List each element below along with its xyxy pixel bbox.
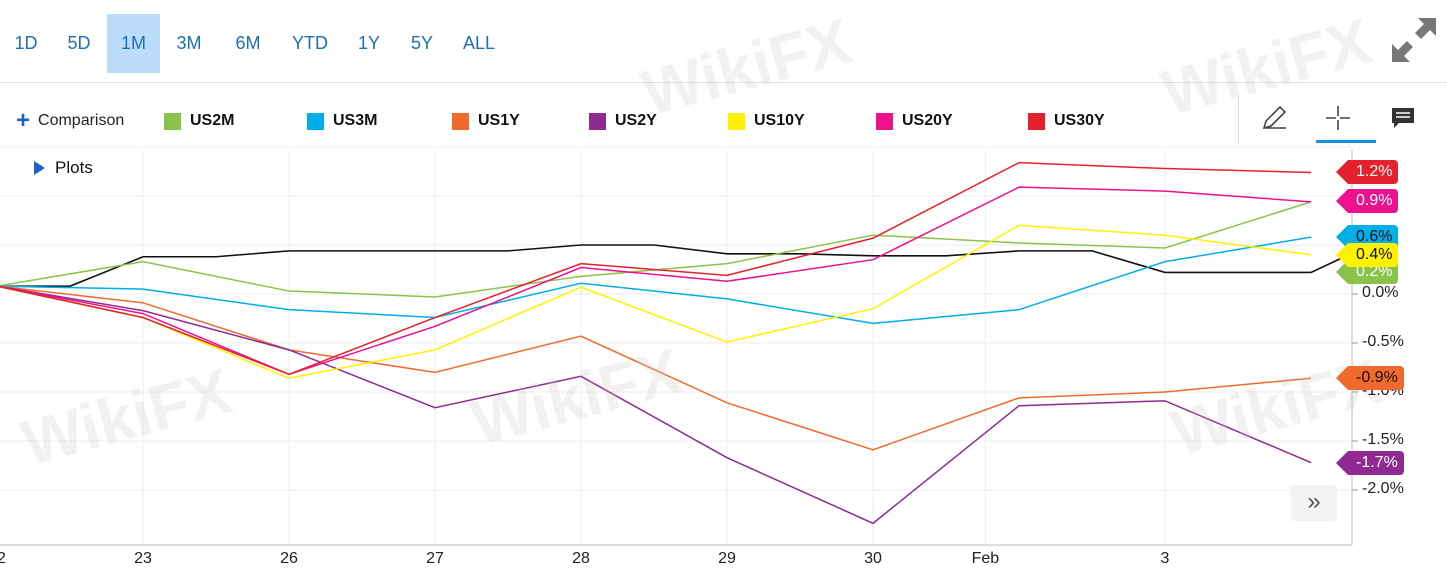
plus-icon: + [16,107,31,134]
plots-label: Plots [55,158,93,177]
legend-item-us2y[interactable]: US2Y [589,112,657,130]
price-tag-us10y: 0.4% [1335,243,1399,267]
legend-item-us20y[interactable]: US20Y [876,112,953,130]
price-tag-us2y: -1.7% [1336,451,1404,475]
x-tick-label: 26 [280,550,298,567]
series-line-us2y [0,285,1312,525]
range-ytd[interactable]: YTD [292,33,328,53]
range-1m[interactable]: 1M [107,14,160,73]
legend-swatch [589,112,606,130]
expand-icon[interactable] [1388,14,1440,66]
series-line-us1y [0,285,1312,451]
price-tag-us1y: -0.9% [1336,366,1404,390]
legend-swatch [164,112,181,130]
divider [0,82,1447,83]
comparison-button[interactable]: + Comparison [16,107,125,134]
x-tick-label: 3 [1160,550,1170,567]
legend-label: US2M [190,112,235,129]
crosshair-active-indicator [1316,140,1376,143]
x-tick-label: 22 [0,550,6,567]
legend-swatch [876,112,893,130]
series-line-us2m [0,201,1312,298]
price-tag-us30y: 1.2% [1335,160,1399,184]
toolbar-divider [1238,96,1239,144]
watermark-logo: WikiFX [14,354,239,480]
plots-toggle[interactable]: Plots [34,158,93,178]
legend-label: US1Y [478,112,520,129]
crosshair-icon[interactable] [1316,96,1360,140]
range-all[interactable]: ALL [462,33,496,53]
series-line-us10y [0,224,1312,380]
x-tick-label: 29 [718,550,736,567]
legend-label: US10Y [754,112,805,129]
range-5y[interactable]: 5Y [410,33,434,53]
legend-item-us1y[interactable]: US1Y [452,112,520,130]
x-tick-label: 30 [864,550,882,567]
range-6m[interactable]: 6M [235,33,261,53]
comment-icon[interactable] [1381,96,1425,140]
y-tick-label: 0.0% [1362,284,1399,301]
legend-label: US20Y [902,112,953,129]
x-tick-label: 23 [134,550,152,567]
series-line-main [0,244,1341,287]
price-tag-us20y: 0.9% [1335,189,1399,213]
series-line-us30y [0,161,1312,376]
comparison-label: Comparison [38,112,125,129]
watermark-logo: WikiFX [464,334,689,460]
legend-item-us10y[interactable]: US10Y [728,112,805,130]
legend-item-us30y[interactable]: US30Y [1028,112,1105,130]
y-tick-label: -0.5% [1362,333,1404,350]
scroll-right-button[interactable]: » [1291,485,1337,521]
legend-item-us2m[interactable]: US2M [164,112,234,130]
legend-swatch [1028,112,1045,130]
series-line-us20y [0,186,1312,376]
x-tick-label: Feb [971,550,1000,567]
range-5d[interactable]: 5D [67,33,91,53]
range-1d[interactable]: 1D [14,33,38,53]
pencil-icon[interactable] [1252,96,1296,140]
legend-label: US3M [333,112,378,129]
y-tick-label: -2.0% [1362,480,1404,497]
legend-label: US2Y [615,112,657,129]
x-tick-label: 28 [572,550,590,567]
legend-swatch [452,112,469,130]
range-1y[interactable]: 1Y [357,33,381,53]
legend-swatch [307,112,324,130]
y-tick-label: -1.5% [1362,431,1404,448]
expand-triangle-icon [34,161,45,175]
legend-swatch [728,112,745,130]
legend-label: US30Y [1054,112,1105,129]
range-3m[interactable]: 3M [176,33,202,53]
series-line-us3m [0,236,1312,325]
x-tick-label: 27 [426,550,444,567]
legend-item-us3m[interactable]: US3M [307,112,377,130]
